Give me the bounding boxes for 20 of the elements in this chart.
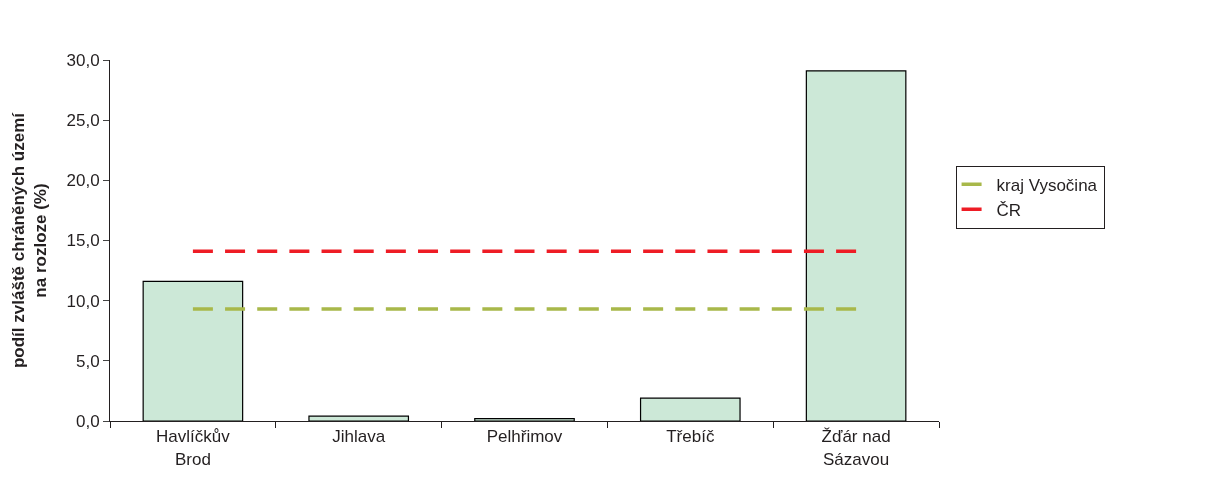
bar	[308, 415, 410, 421]
y-tick-label: 15,0	[66, 231, 100, 251]
y-tick-label: 30,0	[66, 50, 100, 70]
y-tick-label: 10,0	[66, 291, 100, 311]
x-tick-label: Žďár nad Sázavou	[821, 427, 891, 469]
x-tick-label: Havlíčkův Brod	[156, 427, 231, 469]
x-tick-label: Jihlava	[332, 427, 386, 447]
y-axis-title: podíl zvláště chráněných území na rozloze (%)	[8, 111, 51, 369]
y-tick-label: 20,0	[66, 171, 100, 191]
legend-label: ČR	[996, 200, 1022, 220]
y-tick-label: 5,0	[75, 351, 100, 371]
legend-label: kraj Vysočina	[996, 175, 1098, 195]
bar	[639, 397, 741, 421]
bar	[474, 417, 575, 421]
y-tick-label: 0,0	[75, 411, 100, 431]
y-tick-label: 25,0	[66, 111, 100, 131]
bar	[142, 280, 244, 421]
bar	[805, 70, 907, 421]
x-tick-label: Třebíč	[666, 427, 715, 447]
x-tick-label: Pelhřimov	[486, 427, 563, 447]
